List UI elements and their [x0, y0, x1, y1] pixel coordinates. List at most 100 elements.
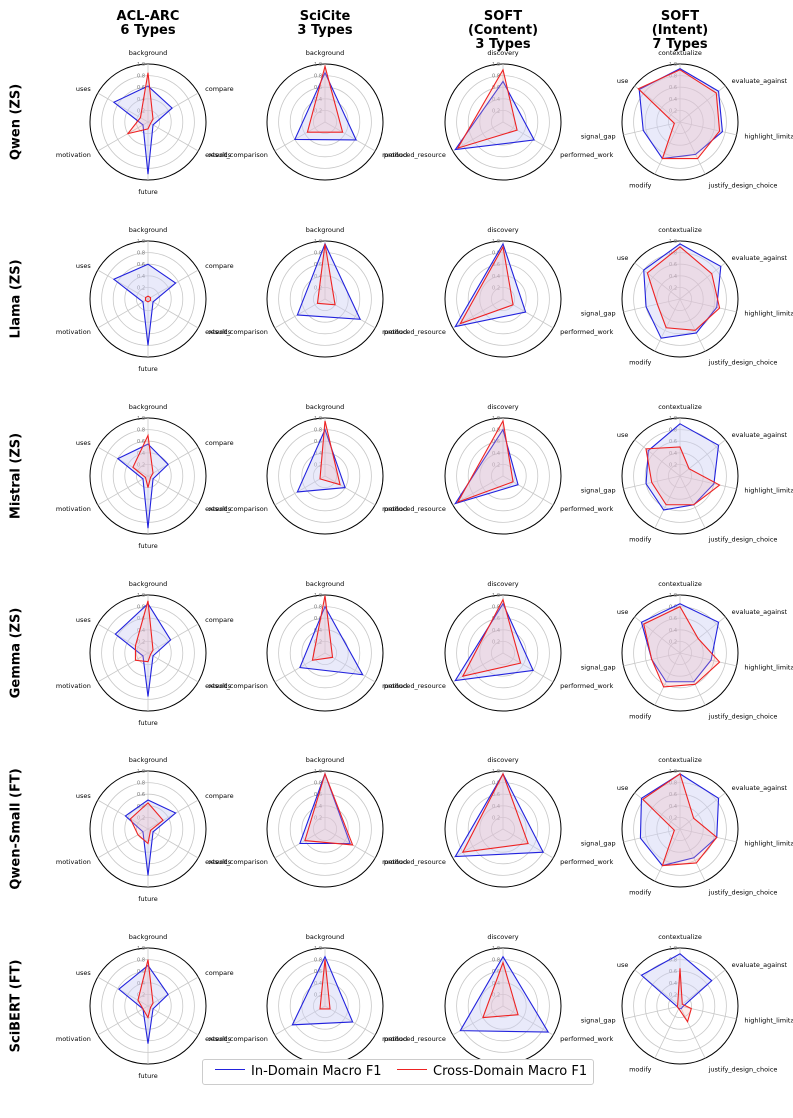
- spoke-line: [679, 475, 737, 490]
- radial-tick-label: 0.4: [492, 804, 500, 810]
- category-label-discovery: discovery: [487, 403, 518, 411]
- cross-domain-series: [637, 69, 721, 160]
- radial-tick-label: 1.0: [314, 62, 322, 68]
- category-label-result-comparison: result_comparison: [208, 1035, 268, 1043]
- radial-tick-label: 0.8: [137, 251, 145, 257]
- spoke-line: [679, 828, 706, 882]
- radar-qwen-small-ft-soft-intent: 0.2 0.4 0.6 0.8 1.0 contextualize evaluate_aga…: [581, 756, 793, 896]
- spoke-line: [147, 652, 199, 683]
- cross-domain-series: [645, 446, 721, 506]
- spoke-line: [147, 976, 199, 1007]
- spoke-line: [679, 652, 737, 667]
- radial-tick-label: 0.8: [137, 781, 145, 787]
- cross-domain-series: [126, 72, 154, 135]
- radial-tick-label: 0.8: [669, 251, 677, 257]
- spoke-line: [97, 92, 149, 123]
- radial-tick-label: 0.6: [314, 439, 322, 445]
- spoke-line: [147, 298, 199, 329]
- radial-tick-label: 0.2: [669, 108, 677, 114]
- in-domain-series: [114, 602, 172, 697]
- radial-tick-label: 0.4: [669, 628, 677, 634]
- radial-tick-label: 0.2: [492, 285, 500, 291]
- radar-qwen-zs-acl-arc: 0.20.40.60.81.0backgroundcompareextendsf…: [56, 49, 234, 196]
- radial-tick-label: 0.4: [137, 451, 145, 457]
- radial-tick-label: 1.0: [492, 769, 500, 775]
- category-label-extends: extends: [205, 328, 232, 336]
- radar-qwen-small-ft-soft-content: 0.2 0.4 0.6 0.8 1.0 discovery performed_work pr…: [384, 756, 613, 888]
- category-label-evaluate-against: evaluate_against: [732, 784, 788, 792]
- category-label-performed-work: performed_work: [560, 858, 613, 866]
- category-label-background: background: [129, 933, 167, 941]
- category-label-evaluate-against: evaluate_against: [732, 77, 788, 85]
- cross-domain-series: [643, 605, 721, 688]
- in-domain-series: [117, 964, 169, 1044]
- in-domain-series: [638, 68, 723, 160]
- category-label-signal-gap: signal_gap: [581, 664, 616, 672]
- category-label-discovery: discovery: [487, 756, 518, 764]
- category-label-evaluate-against: evaluate_against: [732, 431, 788, 439]
- category-label-compare: compare: [205, 85, 234, 93]
- spoke-line: [679, 85, 726, 123]
- radial-tick-label: 0.2: [669, 815, 677, 821]
- radial-tick-label: 0.6: [137, 616, 145, 622]
- category-label-modify: modify: [629, 358, 651, 366]
- category-label-discovery: discovery: [487, 933, 518, 941]
- radial-tick-label: 0.8: [492, 74, 500, 80]
- spoke-line: [147, 92, 199, 123]
- radial-tick-label: 0.4: [137, 274, 145, 280]
- radial-tick-label: 0.6: [137, 85, 145, 91]
- spoke-line: [324, 475, 376, 506]
- spoke-line: [679, 969, 726, 1007]
- category-label-compare: compare: [205, 439, 234, 447]
- category-label-uses: uses: [76, 85, 92, 93]
- category-label-discovery: discovery: [487, 580, 518, 588]
- radial-tick-label: 1.0: [314, 593, 322, 599]
- radial-tick-label: 0.8: [492, 251, 500, 257]
- in-domain-series: [454, 772, 545, 858]
- cross-domain-series: [641, 773, 718, 867]
- category-label-future: future: [138, 1072, 158, 1080]
- spoke-line: [97, 976, 149, 1007]
- category-label-motivation: motivation: [56, 505, 91, 513]
- in-domain-legend-line: [215, 1069, 245, 1070]
- radial-tick-label: 0.2: [314, 639, 322, 645]
- spoke-line: [147, 623, 199, 654]
- radial-tick-label: 0.4: [314, 451, 322, 457]
- category-label-contextualize: contextualize: [658, 933, 702, 941]
- spoke-line: [97, 269, 149, 300]
- radial-tick-label: 0.2: [669, 639, 677, 645]
- radar-scibert-ft-soft-intent: 0.2 0.4 0.6 0.8 1.0 contextualize evaluate_aga…: [581, 933, 793, 1073]
- category-label-discovery: discovery: [487, 49, 518, 57]
- spoke-line: [97, 799, 149, 830]
- category-label-result-comparison: result_comparison: [208, 682, 268, 690]
- cross-domain-series: [306, 64, 344, 133]
- category-label-motivation: motivation: [56, 328, 91, 336]
- in-domain-series: [116, 443, 169, 529]
- spoke-line: [623, 1005, 681, 1020]
- radial-tick-label: 0.6: [492, 439, 500, 445]
- in-domain-legend-label: In-Domain Macro F1: [251, 1064, 382, 1079]
- category-label-uses: uses: [76, 969, 92, 977]
- spoke-line: [654, 652, 681, 706]
- category-label-background: background: [306, 49, 344, 57]
- radial-tick-label: 1.0: [314, 239, 322, 245]
- cross-domain-series: [144, 295, 152, 303]
- column-title-soft-content-3-types-line-2: 3 Types: [475, 37, 530, 52]
- category-label-result-comparison: result_comparison: [208, 858, 268, 866]
- radial-tick-label: 0.4: [669, 981, 677, 987]
- radial-tick-label: 0.8: [492, 958, 500, 964]
- category-label-compare: compare: [205, 792, 234, 800]
- radar-llama-zs-soft-intent: 0.2 0.4 0.6 0.8 1.0 contextualize evaluate_aga…: [581, 226, 793, 366]
- category-label-use: use: [617, 431, 629, 439]
- category-label-method: method: [382, 682, 407, 690]
- spoke-line: [679, 298, 737, 313]
- spoke-line: [623, 828, 681, 843]
- radial-tick-label: 0.8: [314, 781, 322, 787]
- radial-tick-label: 1.0: [492, 593, 500, 599]
- radial-tick-label: 1.0: [137, 62, 145, 68]
- category-label-signal-gap: signal_gap: [581, 487, 616, 495]
- category-label-modify: modify: [629, 888, 651, 896]
- in-domain-series: [454, 428, 519, 505]
- radial-tick-label: 0.6: [669, 792, 677, 798]
- category-label-evaluate-against: evaluate_against: [732, 961, 788, 969]
